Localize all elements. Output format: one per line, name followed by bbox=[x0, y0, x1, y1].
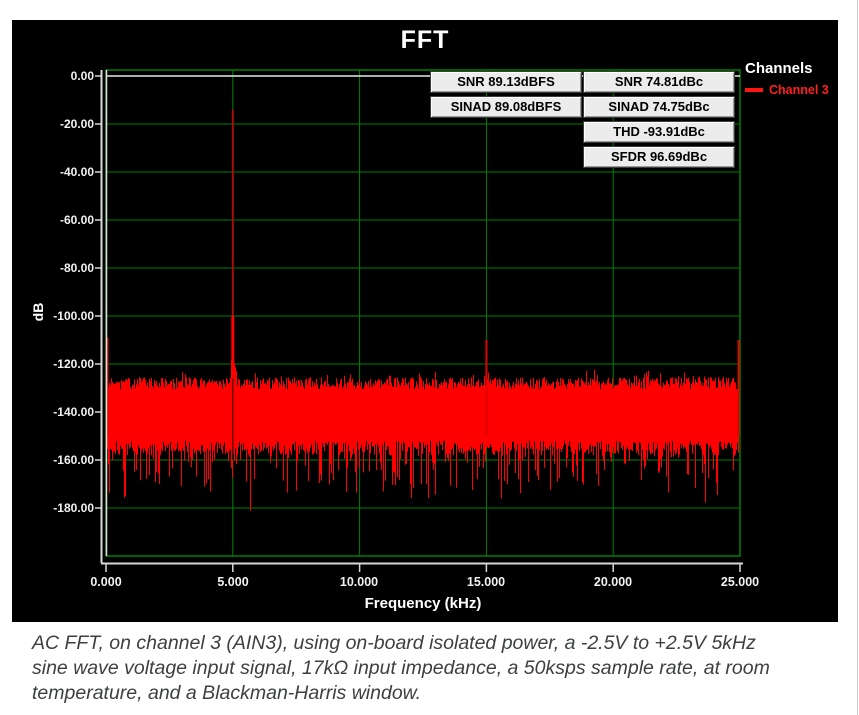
x-tick-label: 0.000 bbox=[90, 575, 122, 589]
sfdr-dbc-readout: SFDR 96.69dBc bbox=[583, 146, 735, 168]
sinad-dbc-readout: SINAD 74.75dBc bbox=[583, 96, 735, 118]
fft-graph-widget: FFT dB 0.00 -20.00 -40.00 -60.00 -80.00 … bbox=[12, 20, 838, 622]
caption-line: AC FFT, on channel 3 (AIN3), using on-bo… bbox=[32, 632, 756, 654]
y-tick-label: -20.00 bbox=[59, 117, 94, 131]
page-edge-rule bbox=[857, 0, 858, 715]
y-tick-label: -140.00 bbox=[53, 405, 94, 419]
fft-plot-svg bbox=[95, 69, 743, 572]
y-tick-label: -40.00 bbox=[59, 165, 94, 179]
noise-floor-trace bbox=[106, 360, 739, 511]
x-tick-label: 5.000 bbox=[217, 575, 249, 589]
x-tick-label: 20.000 bbox=[593, 575, 633, 589]
y-tick-label: -160.00 bbox=[53, 453, 94, 467]
caption-line: temperature, and a Blackman-Harris windo… bbox=[32, 682, 422, 704]
x-tick-label: 15.000 bbox=[466, 575, 506, 589]
graph-title: FFT bbox=[400, 26, 450, 54]
sinad-dbfs-readout: SINAD 89.08dBFS bbox=[430, 96, 582, 118]
y-tick-label: -80.00 bbox=[59, 261, 94, 275]
legend-title: Channels bbox=[745, 60, 813, 77]
y-tick-label: 0.00 bbox=[70, 69, 94, 83]
legend-item-label: Channel 3 bbox=[769, 83, 829, 97]
snr-dbc-readout: SNR 74.81dBc bbox=[583, 71, 735, 93]
x-axis-title: Frequency (kHz) bbox=[364, 595, 482, 612]
caption-line: sine wave voltage input signal, 17kΩ inp… bbox=[32, 657, 770, 679]
x-tick-label: 25.000 bbox=[720, 575, 760, 589]
legend: Channels Channel 3 bbox=[745, 60, 829, 97]
figure-caption: AC FFT, on channel 3 (AIN3), using on-bo… bbox=[32, 631, 838, 706]
y-tick-label: -60.00 bbox=[59, 213, 94, 227]
y-tick-label: -100.00 bbox=[53, 309, 94, 323]
stats-column-dbfs: SNR 89.13dBFS SINAD 89.08dBFS bbox=[430, 71, 582, 121]
channel-3-line-swatch-icon bbox=[745, 88, 763, 92]
x-tick-label: 10.000 bbox=[339, 575, 379, 589]
y-tick-label: -120.00 bbox=[53, 357, 94, 371]
stats-column-dbc: SNR 74.81dBc SINAD 74.75dBc THD -93.91dB… bbox=[583, 71, 735, 171]
thd-dbc-readout: THD -93.91dBc bbox=[583, 121, 735, 143]
legend-item-channel-3: Channel 3 bbox=[745, 83, 829, 97]
y-tick-label: -180.00 bbox=[53, 501, 94, 515]
snr-dbfs-readout: SNR 89.13dBFS bbox=[430, 71, 582, 93]
